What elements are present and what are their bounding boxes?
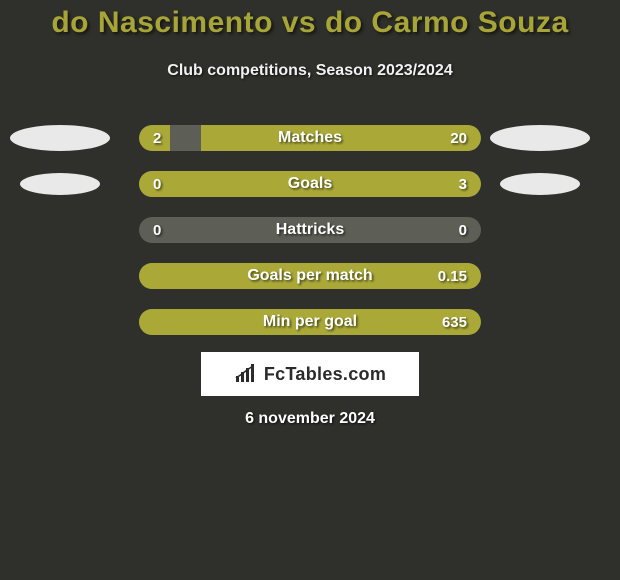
chart-row: 0 0Hattricks bbox=[0, 217, 620, 243]
value-right: 3 bbox=[459, 171, 467, 197]
player2-badge bbox=[500, 173, 580, 195]
chart-icon bbox=[234, 364, 260, 384]
value-left: 0 bbox=[153, 171, 161, 197]
subtitle: Club competitions, Season 2023/2024 bbox=[0, 62, 620, 80]
value-left: 0 bbox=[153, 217, 161, 243]
chart-row: 0.15Goals per match bbox=[0, 263, 620, 289]
value-right: 0 bbox=[459, 217, 467, 243]
value-right: 635 bbox=[442, 309, 467, 335]
bar-track: 0 0Hattricks bbox=[139, 217, 481, 243]
player1-badge bbox=[20, 173, 100, 195]
bar-label: Hattricks bbox=[139, 217, 481, 243]
value-right: 0.15 bbox=[438, 263, 467, 289]
value-right: 20 bbox=[450, 125, 467, 151]
bar-fill-right bbox=[139, 263, 481, 289]
bar-track: 220Matches bbox=[139, 125, 481, 151]
player1-badge bbox=[10, 125, 110, 151]
bar-track: 0.15Goals per match bbox=[139, 263, 481, 289]
comparison-chart: 220Matches03Goals00Hattricks0.15Goals pe… bbox=[0, 125, 620, 355]
brand-logo: FcTables.com bbox=[201, 352, 419, 396]
bar-fill-right bbox=[201, 125, 481, 151]
value-left: 2 bbox=[153, 125, 161, 151]
page-title: do Nascimento vs do Carmo Souza bbox=[0, 6, 620, 40]
player2-badge bbox=[490, 125, 590, 151]
chart-row: 220Matches bbox=[0, 125, 620, 151]
brand-text: FcTables.com bbox=[264, 364, 386, 385]
bar-fill-right bbox=[139, 171, 481, 197]
footer-date: 6 november 2024 bbox=[0, 410, 620, 428]
bar-fill-right bbox=[139, 309, 481, 335]
bar-track: 03Goals bbox=[139, 171, 481, 197]
chart-row: 03Goals bbox=[0, 171, 620, 197]
bar-track: 635Min per goal bbox=[139, 309, 481, 335]
chart-row: 635Min per goal bbox=[0, 309, 620, 335]
